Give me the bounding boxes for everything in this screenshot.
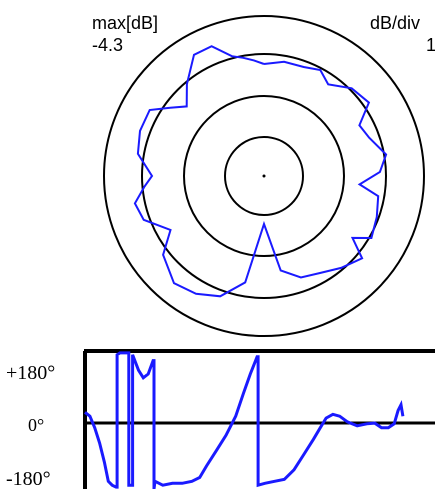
phase-tick-label-zero: 0°: [28, 415, 44, 435]
polar-grid: [103, 15, 425, 337]
polar-ring-inner: [224, 136, 304, 216]
polar-ring-2: [183, 95, 345, 257]
db-per-div-value: 10: [426, 35, 435, 55]
polar-pattern-trace: [133, 45, 388, 298]
phase-plot: +180° 0° -180°: [6, 349, 435, 489]
phase-trace: [84, 351, 405, 489]
max-db-value: -4.3: [92, 35, 123, 55]
phase-tick-label-bottom: -180°: [6, 468, 51, 489]
polar-ring-3: [141, 53, 387, 299]
polar-center-dot: [262, 174, 266, 178]
db-per-div-label: dB/div: [370, 13, 420, 33]
polar-ring-outer: [103, 15, 425, 337]
phase-tick-label-top: +180°: [6, 362, 55, 384]
max-db-label: max[dB]: [92, 13, 158, 33]
